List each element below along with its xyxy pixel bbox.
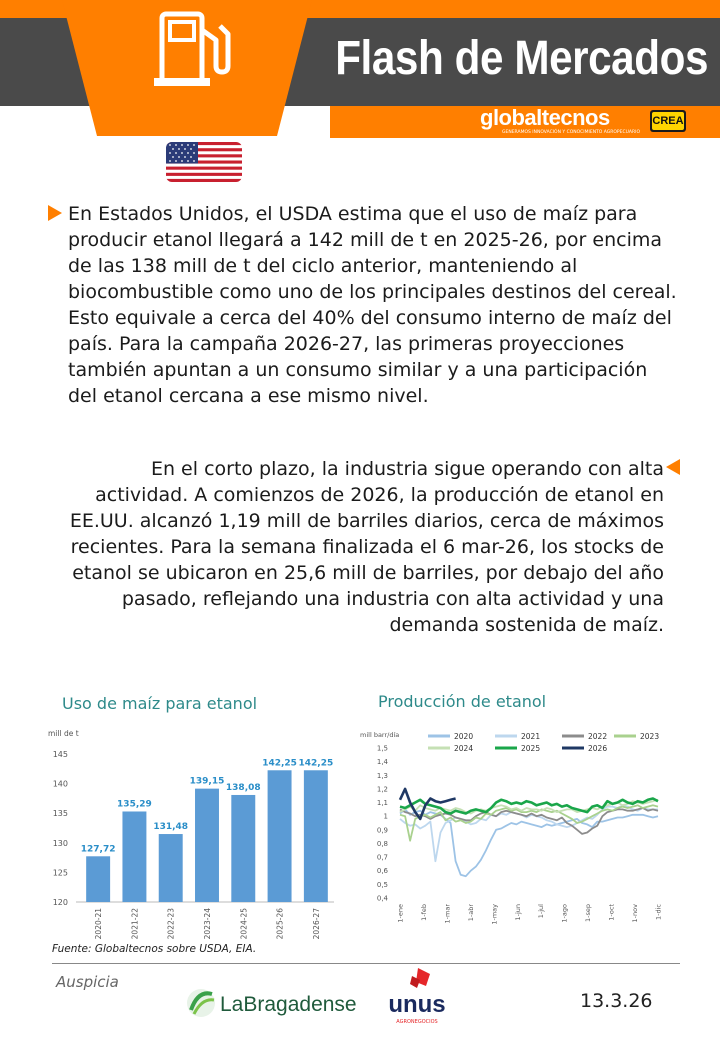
source-note: Fuente: Globaltecnos sobre USDA, EIA.: [52, 943, 257, 955]
brand-tagline: GENERAMOS INNOVACIÓN Y CONOCIMIENTO AGRO…: [502, 130, 640, 135]
bar-data-label: 131,48: [153, 822, 188, 832]
line-y-tick-label: 0,5: [377, 881, 388, 889]
bar-y-tick-label: 140: [53, 780, 68, 789]
bar-x-tick-label: 2021-22: [130, 908, 139, 940]
bar-y-unit-label: mill de t: [48, 729, 79, 738]
paragraph-ethanol-production: En el corto plazo, la industria sigue op…: [69, 458, 664, 636]
bar-chart-title: Uso de maíz para etanol: [62, 694, 258, 713]
legend-label: 2025: [521, 744, 540, 753]
bar-data-label: 142,25: [262, 758, 297, 768]
line-y-tick-label: 0,7: [377, 854, 388, 862]
publication-date: 13.3.26: [580, 990, 653, 1012]
page-title: Flash de Mercados: [335, 32, 708, 85]
line-y-tick-label: 1,1: [377, 799, 388, 807]
bar-x-tick-label: 2022-23: [167, 908, 176, 940]
line-y-tick-label: 1: [384, 813, 388, 821]
bar: [122, 811, 147, 902]
line-x-tick-label: 1-feb: [420, 904, 428, 921]
legend-label: 2024: [454, 744, 473, 753]
bar-y-tick-label: 130: [53, 839, 68, 848]
bar: [86, 856, 111, 902]
bar-data-label: 138,08: [226, 783, 261, 793]
line-y-unit-label: mill barr/día: [360, 731, 399, 739]
line-chart-title: Producción de etanol: [378, 692, 547, 711]
line-y-tick-label: 1,3: [377, 772, 388, 780]
brand-name: globaltecnos: [480, 105, 610, 130]
legend-label: 2026: [588, 744, 607, 753]
bar-y-tick-label: 145: [53, 750, 68, 759]
bar-x-tick-label: 2024-25: [239, 908, 248, 940]
bar-y-tick-label: 135: [53, 809, 68, 818]
us-flag-icon: [166, 142, 242, 182]
corn-ethanol-bar-chart: mill de t 120 125 130 135 140 145 127,72 2020-21…: [48, 729, 334, 940]
series-line-2021: [399, 804, 658, 863]
line-x-tick-label: 1-abr: [467, 904, 475, 922]
legend-label: 2020: [454, 732, 473, 741]
bar-data-label: 142,25: [298, 758, 333, 768]
line-x-tick-label: 1-mar: [443, 904, 451, 924]
bar-data-label: 135,29: [117, 799, 152, 809]
bar-x-tick-label: 2020-21: [94, 908, 103, 940]
bar-y-tick-label: 125: [53, 868, 68, 877]
bar: [231, 794, 256, 902]
globaltecnos-logo: globaltecnos GENERAMOS INNOVACIÓN Y CONO…: [480, 106, 640, 136]
line-y-tick-label: 1,4: [377, 758, 389, 766]
ethanol-production-line-chart: mill barr/día 0,4 0,5 0,6 0,7 0,8 0,9 1 1,1 1,2 1,…: [360, 731, 663, 925]
bar-x-tick-label: 2023-24: [203, 908, 212, 940]
line-y-tick-label: 0,6: [377, 867, 389, 875]
legend-label: 2021: [521, 732, 540, 741]
labragadense-logo: LaBragadense: [187, 989, 356, 1017]
series-line-2023: [399, 804, 659, 842]
line-x-tick-label: 1-ago: [561, 904, 569, 923]
fuel-pump-icon: [154, 11, 231, 86]
line-x-tick-label: 1-dic: [655, 904, 663, 920]
labragadense-name: LaBragadense: [220, 993, 356, 1016]
bar-y-tick-label: 120: [53, 898, 68, 907]
unus-name: unus: [388, 991, 445, 1018]
sponsor-label: Auspicia: [56, 973, 119, 991]
bar: [158, 834, 183, 902]
series-line-2026: [398, 787, 456, 821]
line-x-tick-label: 1-oct: [608, 904, 616, 921]
line-y-tick-label: 0,4: [377, 895, 389, 903]
bar-data-label: 139,15: [190, 777, 225, 787]
series-line-2025: [399, 797, 659, 815]
bar: [303, 770, 328, 902]
bar: [267, 770, 292, 902]
line-y-tick-label: 1,2: [377, 785, 388, 793]
bar: [195, 788, 219, 902]
legend-label: 2023: [640, 732, 659, 741]
bar-data-label: 127,72: [81, 844, 116, 854]
line-x-tick-label: 1-jul: [537, 904, 545, 918]
bar-x-tick-label: 2025-26: [276, 908, 285, 940]
line-x-tick-label: 1-ene: [397, 904, 405, 923]
unus-logo: unus AGRONEGOCIOS: [388, 968, 446, 1025]
crea-label: CREA: [652, 112, 684, 130]
bullet-arrow-right-icon: [48, 205, 62, 221]
unus-tagline: AGRONEGOCIOS: [396, 1019, 437, 1025]
line-y-tick-label: 0,9: [377, 826, 388, 834]
crea-logo: CREA: [650, 110, 686, 132]
line-y-tick-label: 1,5: [377, 745, 388, 753]
paragraph-ethanol-corn-use: En Estados Unidos, el USDA estima que el…: [68, 203, 677, 407]
line-x-tick-label: 1-jun: [514, 904, 522, 921]
legend-label: 2022: [588, 732, 607, 741]
line-x-tick-label: 1-may: [490, 904, 498, 925]
line-x-tick-label: 1-nov: [631, 904, 639, 923]
line-x-tick-label: 1-sep: [584, 904, 592, 922]
line-y-tick-label: 0,8: [377, 840, 388, 848]
bar-x-tick-label: 2026-27: [312, 908, 321, 940]
footer-divider: [52, 963, 680, 964]
bullet-arrow-left-icon: [666, 459, 680, 475]
